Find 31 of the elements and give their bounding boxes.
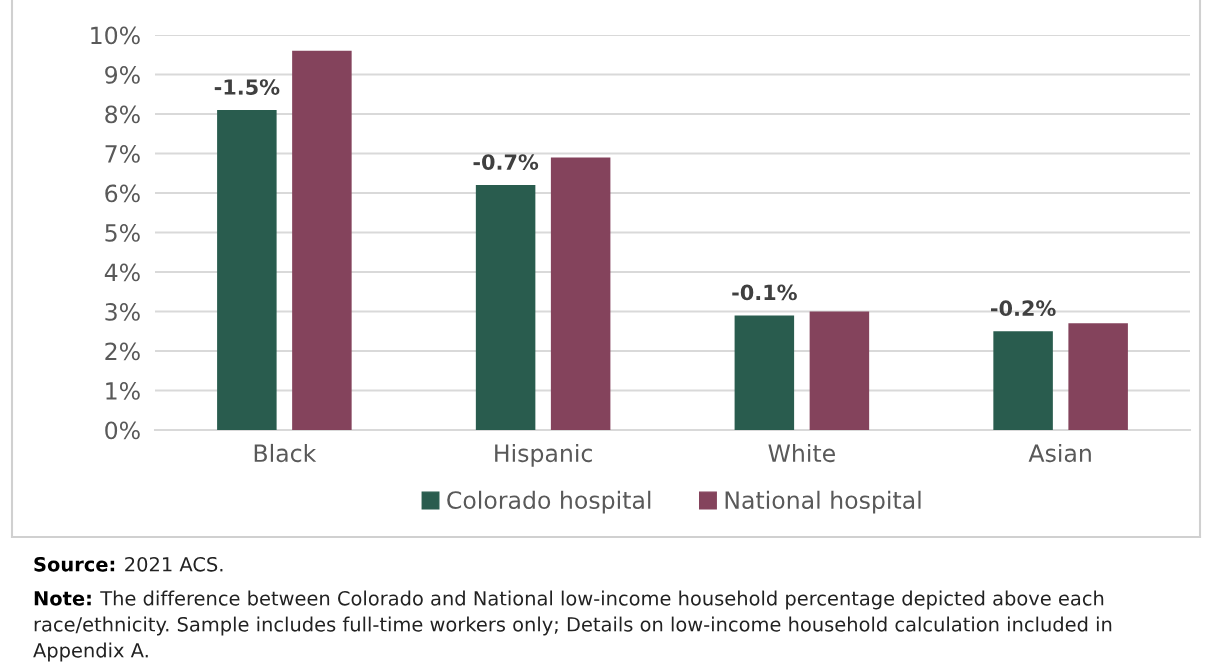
x-tick-label: Hispanic xyxy=(495,443,592,467)
source-note: Source: 2021 ACS. xyxy=(34,556,223,572)
bar xyxy=(217,110,277,430)
bar xyxy=(475,185,536,430)
y-tick-label: 5% xyxy=(105,223,140,242)
bar xyxy=(550,157,611,430)
y-tick-label: 6% xyxy=(105,184,140,203)
y-tick-label: 1% xyxy=(106,381,140,400)
annotation: -1.5% xyxy=(214,79,280,95)
bar xyxy=(809,311,870,430)
bar xyxy=(734,315,795,430)
legend-label: Colorado hospital xyxy=(447,490,651,514)
y-tick-label: 9% xyxy=(105,65,140,84)
annotation: -0.7% xyxy=(473,154,539,170)
legend-label: National hospital xyxy=(725,490,921,514)
annotation: -0.1% xyxy=(732,284,797,301)
y-tick-label: 7% xyxy=(105,144,140,163)
y-tick-label: 2% xyxy=(105,342,140,361)
y-tick-label: 4% xyxy=(104,263,140,282)
x-tick-label: Asian xyxy=(1028,443,1091,463)
x-tick-label: Black xyxy=(254,443,317,463)
bar xyxy=(993,331,1053,430)
text: Note: The difference between Colorado and National low-income household percentage depicted above each race/ethnicity. Sample includes full-time workers only; Details on low-income household calculation included in Appendix A. xyxy=(33,590,1112,662)
y-tick-label: 8% xyxy=(105,105,140,124)
x-tick-label: White xyxy=(768,443,835,463)
annotation: -0.2% xyxy=(991,300,1056,317)
bar xyxy=(1068,323,1128,430)
y-tick-label: 0% xyxy=(105,421,140,440)
y-tick-label: 10% xyxy=(91,26,140,45)
bar xyxy=(292,50,352,430)
y-tick-label: 3% xyxy=(105,302,140,321)
